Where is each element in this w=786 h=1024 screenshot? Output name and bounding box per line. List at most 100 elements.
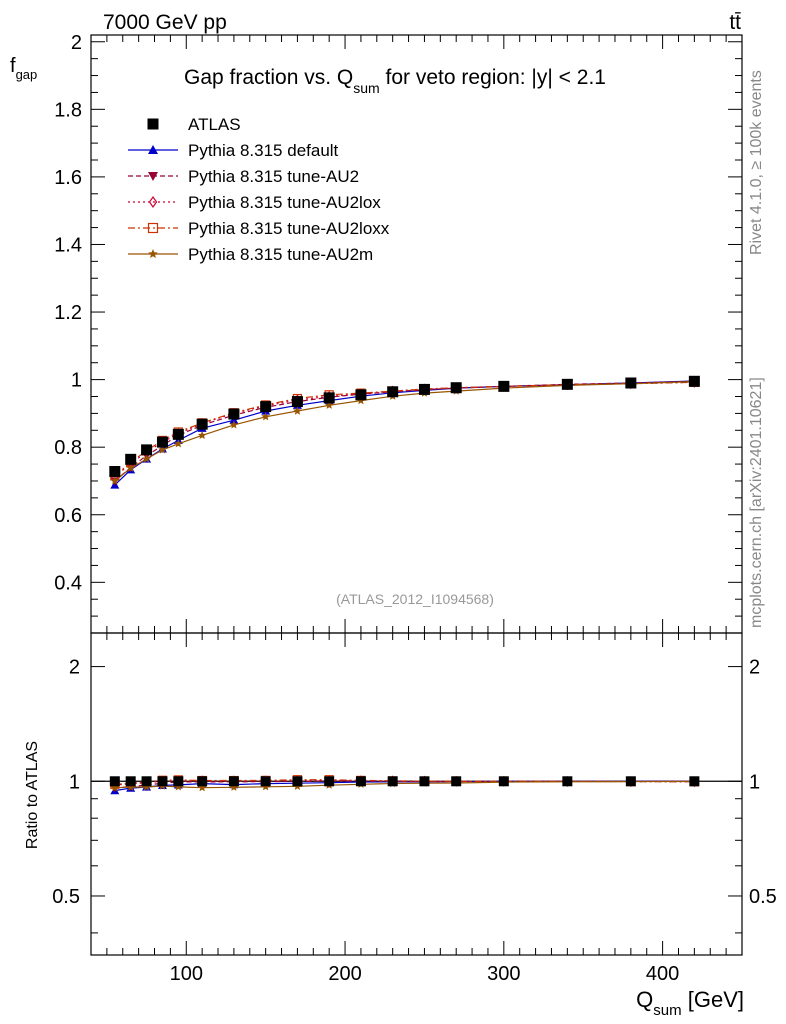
x-axis-label-sub: sum [653,1002,681,1019]
mcplots-reference-text: mcplots.cern.ch [arXiv:2401.10621] [748,377,765,628]
y-tick-label: 0.4 [54,572,82,594]
ratio-point-pythia-8-315-tune-au2m [261,782,270,791]
title-sub: sum [353,80,379,96]
point-pythia-8-315-tune-au2m [324,400,334,409]
x-tick-label: 400 [646,963,679,985]
ratio-point-atlas [173,776,184,787]
y-tick-label: 1.6 [54,167,82,189]
x-axis-label: Qsum [GeV] [636,987,744,1019]
ratio-point-atlas [141,776,152,787]
legend-label-pythia-8-315-tune-au2m: Pythia 8.315 tune-AU2m [188,245,373,264]
ratio-point-atlas [324,776,335,787]
ratio-point-atlas [625,776,636,787]
legend-label-pythia-8-315-tune-au2loxx: Pythia 8.315 tune-AU2loxx [188,219,390,238]
legend-label-pythia-8-315-default: Pythia 8.315 default [188,141,339,160]
ratio-y-tick-label: 0.5 [52,886,80,908]
legend: ATLAS Pythia 8.315 default Pythia 8.315 tu… [128,115,390,264]
y-tick-label: 1 [71,370,82,392]
analysis-watermark: (ATLAS_2012_I1094568) [336,591,494,607]
point-atlas [141,444,153,456]
point-atlas [323,392,335,404]
ratio-y-tick-label-right: 1 [749,771,760,793]
point-atlas [625,377,637,389]
ratio-point-atlas [355,776,366,787]
ratio-point-atlas [689,776,700,787]
title-suffix: for veto region: |y| < 2.1 [380,66,606,89]
point-atlas [561,378,573,390]
title-prefix: Gap fraction vs. Q [184,66,353,89]
point-pythia-8-315-tune-au2m [293,406,302,415]
point-pythia-8-315-tune-au2m [158,445,167,454]
ratio-y-tick-label: 1 [69,771,80,793]
x-tick-label: 300 [487,963,520,985]
ratio-point-atlas [498,776,509,787]
y-tick-label: 0.8 [54,437,82,459]
x-axis-label-main: Q [636,987,653,1012]
point-pythia-8-315-tune-au2m [229,420,239,429]
point-atlas [172,428,184,440]
ratio-point-pythia-8-315-tune-au2m [174,782,183,791]
y-tick-label: 2 [71,32,82,54]
ratio-point-atlas [419,776,430,787]
ratio-point-atlas [125,776,136,787]
point-atlas [450,382,462,394]
legend-label-atlas: ATLAS [188,115,241,134]
point-atlas [355,389,367,401]
process-label: tt̄ [729,11,741,34]
point-atlas [125,453,137,465]
x-tick-label: 200 [328,963,361,985]
legend-label-pythia-8-315-tune-au2lox: Pythia 8.315 tune-AU2lox [188,193,381,212]
point-pythia-8-315-tune-au2m [142,454,151,463]
energy-label: 7000 GeV pp [103,11,227,34]
point-atlas [418,383,430,395]
legend-marker-pythia-8-315-tune-au2lox [148,195,158,209]
x-axis-label-unit: [GeV] [682,987,744,1012]
main-axis-ticks: 0.4 0.6 0.8 1 1.2 1.4 1.6 1.8 2 [54,32,743,633]
legend-marker-pythia-8-315-default [148,145,158,154]
rivet-version-text: Rivet 4.1.0, ≥ 100k events [748,70,765,255]
ratio-point-atlas [228,776,239,787]
ratio-panel-frame [90,632,743,956]
y-tick-label: 0.6 [54,505,82,527]
ratio-y-tick-label: 2 [69,657,80,679]
legend-marker-atlas [147,118,159,130]
ratio-point-atlas [157,776,168,787]
series-line-pythia-8-315-tune-au2m [114,381,695,482]
ratio-point-pythia-8-315-tune-au2m [142,782,151,791]
y-axis-label: fgap [10,55,37,82]
ratio-point-atlas [109,776,120,787]
ratio-point-atlas [197,776,208,787]
point-atlas [498,380,510,392]
point-pythia-8-315-tune-au2m [126,463,135,472]
ratio-point-pythia-8-315-tune-au2m [229,782,239,791]
point-atlas [291,396,303,408]
point-pythia-8-315-default [229,415,239,424]
point-atlas [156,436,168,448]
point-pythia-8-315-tune-au2m [174,439,183,448]
legend-marker-pythia-8-315-tune-au2 [148,172,158,181]
point-atlas [109,466,121,478]
ratio-point-atlas [451,776,462,787]
ratio-y-axis-label: Ratio to ATLAS [24,741,41,849]
main-series-group [109,375,700,489]
ratio-y-tick-label-right: 2 [749,657,760,679]
legend-marker-pythia-8-315-tune-au2m [148,249,158,258]
y-tick-label: 1.8 [54,99,82,121]
point-pythia-8-315-tune-au2m [197,430,207,439]
point-atlas [196,418,208,430]
y-axis-label-sub: gap [16,67,38,82]
legend-label-pythia-8-315-tune-au2: Pythia 8.315 tune-AU2 [188,167,359,186]
point-atlas [387,386,399,398]
ratio-y-tick-label-right: 0.5 [749,886,777,908]
point-pythia-8-315-tune-au2m [110,476,120,485]
point-atlas [228,408,240,420]
ratio-axis-ticks: 100 200 300 400 0.5 0.5 1 1 2 2 [52,633,777,985]
ratio-point-atlas [562,776,573,787]
ratio-series-group [109,774,700,795]
ratio-point-pythia-8-315-tune-au2m [110,783,120,792]
y-tick-label: 1.2 [54,302,82,324]
ratio-point-atlas [387,776,398,787]
ratio-point-atlas [292,776,303,787]
x-tick-label: 100 [170,963,203,985]
